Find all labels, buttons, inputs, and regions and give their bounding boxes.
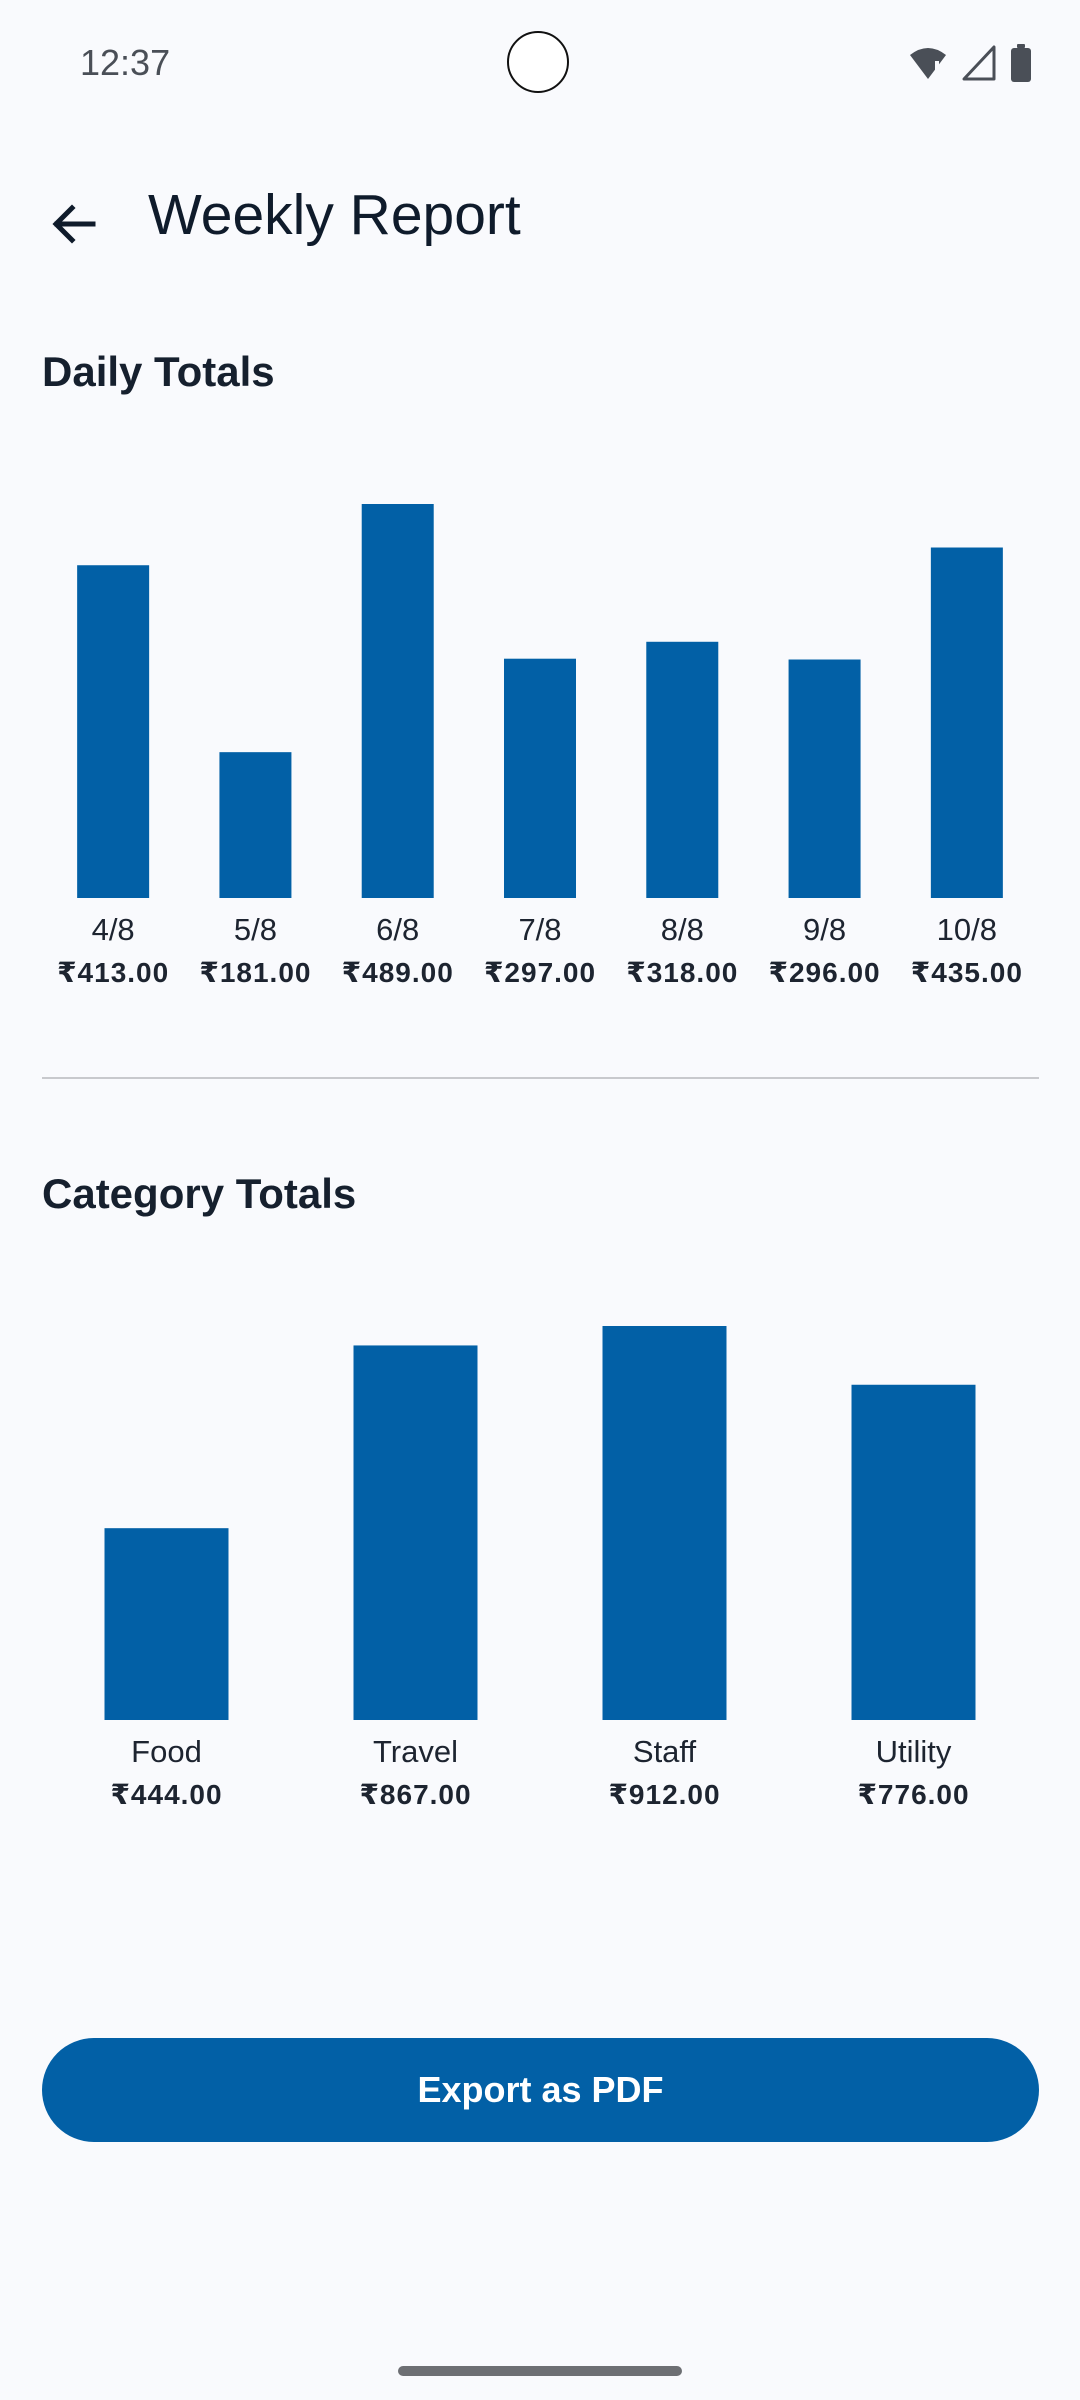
- bar-food: [104, 1528, 229, 1720]
- status-bar: 12:37: [0, 0, 1080, 130]
- category-label: 9/8: [803, 912, 846, 947]
- bar-6-8: [361, 504, 434, 898]
- value-label: ₹489.00: [342, 957, 454, 988]
- back-button[interactable]: [36, 186, 112, 262]
- category-label: 7/8: [518, 912, 561, 947]
- value-label: ₹776.00: [857, 1779, 969, 1810]
- category-totals-title: Category Totals: [42, 1170, 357, 1217]
- bar-9-8: [788, 659, 861, 898]
- section-divider: [42, 1077, 1039, 1079]
- category-label: Utility: [876, 1734, 952, 1769]
- category-label: 5/8: [234, 912, 277, 947]
- page-title: Weekly Report: [148, 183, 521, 247]
- camera-cutout: [507, 31, 569, 93]
- bar-travel: [353, 1345, 478, 1720]
- value-label: ₹318.00: [626, 957, 738, 988]
- value-label: ₹912.00: [608, 1779, 720, 1810]
- category-totals-chart: Food ₹444.00 Travel ₹867.00 Staff ₹912.00 Util…: [0, 1280, 1080, 1840]
- bar-staff: [602, 1326, 727, 1720]
- value-label: ₹413.00: [57, 957, 169, 988]
- category-label: Food: [131, 1734, 202, 1769]
- category-label: 6/8: [376, 912, 419, 947]
- home-indicator[interactable]: [398, 2366, 682, 2376]
- daily-totals-chart-svg: 4/8 ₹413.00 5/8 ₹181.00 6/8 ₹489.00 7/8 ₹297.00…: [57, 504, 1023, 988]
- value-label: ₹181.00: [199, 957, 311, 988]
- value-label: ₹435.00: [911, 957, 1023, 988]
- daily-totals-title: Daily Totals: [42, 348, 275, 395]
- wifi-alert-icon: [910, 48, 946, 79]
- status-time: 12:37: [80, 42, 171, 83]
- arrow-left-icon: [52, 204, 96, 244]
- app-bar: Weekly Report: [0, 150, 1080, 280]
- category-label: Travel: [373, 1734, 458, 1769]
- bar-5-8: [219, 752, 292, 898]
- value-label: ₹444.00: [110, 1779, 222, 1810]
- category-totals-chart-svg: Food ₹444.00 Travel ₹867.00 Staff ₹912.00 Util…: [104, 1326, 976, 1810]
- signal-icon: [962, 45, 996, 81]
- category-label: 8/8: [661, 912, 704, 947]
- category-label: 10/8: [937, 912, 997, 947]
- bar-7-8: [504, 658, 576, 898]
- export-pdf-button[interactable]: Export as PDF: [42, 2038, 1039, 2142]
- battery-icon: [1011, 44, 1031, 82]
- bar-8-8: [646, 641, 719, 898]
- category-label: 4/8: [92, 912, 135, 947]
- value-label: ₹296.00: [769, 957, 881, 988]
- category-label: Staff: [633, 1734, 697, 1769]
- bar-utility: [851, 1384, 976, 1720]
- value-label: ₹867.00: [359, 1779, 471, 1810]
- bar-4-8: [77, 565, 150, 898]
- daily-totals-chart: 4/8 ₹413.00 5/8 ₹181.00 6/8 ₹489.00 7/8 ₹297.00…: [0, 440, 1080, 1000]
- bar-10-8: [930, 547, 1003, 898]
- status-icons: [908, 44, 1032, 82]
- value-label: ₹297.00: [484, 957, 596, 988]
